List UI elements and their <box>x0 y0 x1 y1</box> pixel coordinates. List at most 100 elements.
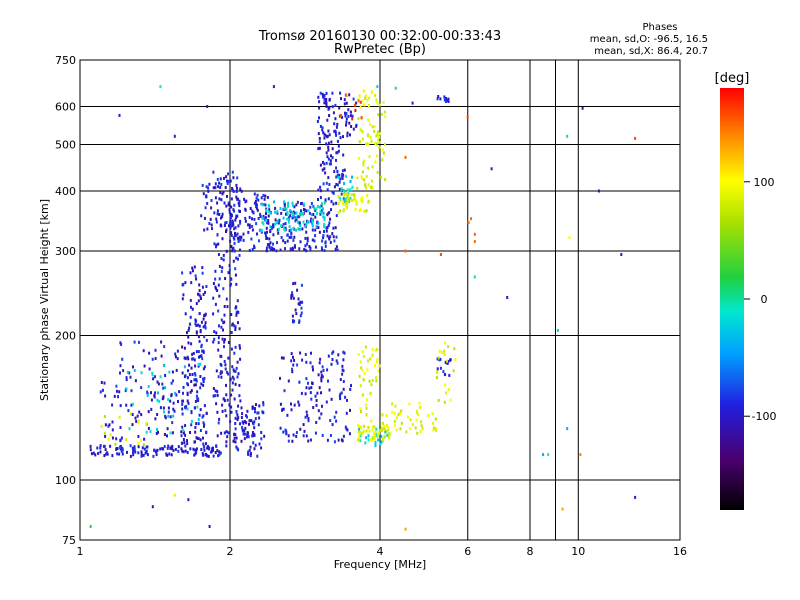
echo-point <box>304 236 307 240</box>
echo-point <box>244 426 247 430</box>
echo-point <box>146 445 149 449</box>
echo-point <box>286 211 289 214</box>
echo-point <box>309 391 312 395</box>
echo-point <box>195 447 198 451</box>
echo-point <box>323 218 326 222</box>
echo-point <box>251 434 254 438</box>
echo-point <box>202 317 205 321</box>
echo-point <box>318 106 321 110</box>
echo-point <box>222 321 225 325</box>
echo-point <box>313 239 316 243</box>
echo-point <box>336 170 339 173</box>
echo-point <box>206 227 209 231</box>
echo-point <box>362 161 365 165</box>
echo-point <box>437 356 440 360</box>
echo-point <box>294 281 297 285</box>
echo-point <box>146 390 149 394</box>
echo-point <box>253 420 256 424</box>
echo-point <box>119 447 122 451</box>
echo-point <box>200 343 203 347</box>
echo-point <box>154 391 157 395</box>
echo-point <box>181 371 184 375</box>
echo-point <box>233 432 236 436</box>
echo-point <box>320 211 323 215</box>
echo-point <box>260 437 263 441</box>
echo-point <box>193 378 196 382</box>
echo-point <box>198 289 201 293</box>
echo-point <box>362 393 364 397</box>
echo-point <box>133 340 136 344</box>
echo-point <box>169 399 172 403</box>
echo-point <box>286 217 289 221</box>
echo-point <box>203 424 205 428</box>
echo-point <box>328 114 331 117</box>
echo-point <box>337 195 340 199</box>
echo-point <box>226 305 229 309</box>
echo-point <box>349 110 352 114</box>
echo-point <box>239 187 242 191</box>
echo-point <box>416 431 419 435</box>
echo-point <box>213 337 216 341</box>
echo-point <box>293 403 296 407</box>
echo-point <box>228 268 231 272</box>
echo-point <box>236 186 238 190</box>
echo-point <box>467 220 470 224</box>
echo-point <box>345 112 348 115</box>
echo-point <box>445 97 448 100</box>
echo-point <box>234 231 236 235</box>
echo-point <box>216 449 219 453</box>
echo-point <box>345 120 348 124</box>
echo-point <box>232 368 235 372</box>
echo-point <box>274 222 277 226</box>
echo-point <box>229 283 232 287</box>
echo-point <box>239 357 242 361</box>
echo-point <box>277 231 280 235</box>
echo-point <box>219 223 222 227</box>
echo-point <box>276 210 279 214</box>
echo-point <box>137 421 140 425</box>
echo-point <box>334 247 337 251</box>
colorbar-scale <box>720 88 744 510</box>
echo-point <box>375 348 378 352</box>
echo-point <box>366 194 369 197</box>
echo-point <box>391 402 394 406</box>
echo-point <box>218 417 221 421</box>
echo-point <box>291 212 294 216</box>
echo-point <box>220 325 223 329</box>
echo-point <box>193 453 196 457</box>
echo-point <box>235 183 238 187</box>
echo-point <box>258 442 261 446</box>
echo-point <box>400 421 403 425</box>
echo-point <box>274 206 277 210</box>
echo-point <box>230 197 233 201</box>
echo-point <box>304 392 307 396</box>
echo-point <box>197 335 200 339</box>
echo-point <box>363 89 366 93</box>
echo-point <box>197 292 199 296</box>
echo-point <box>247 223 250 227</box>
echo-point <box>235 313 238 317</box>
echo-point <box>300 311 303 315</box>
echo-point <box>138 410 141 414</box>
echo-point <box>220 270 223 273</box>
echo-point <box>374 441 377 444</box>
echo-point <box>196 405 199 409</box>
echo-point <box>373 125 376 129</box>
echo-point <box>224 186 227 189</box>
echo-point <box>331 358 334 361</box>
echo-point <box>316 119 319 123</box>
echo-point <box>377 369 380 373</box>
echo-point <box>167 444 170 448</box>
echo-point <box>215 444 218 448</box>
echo-point <box>288 229 291 233</box>
echo-point <box>331 190 334 194</box>
echo-point <box>310 213 313 217</box>
echo-point <box>307 209 310 213</box>
echo-point <box>345 427 348 431</box>
echo-point <box>305 386 308 390</box>
echo-point <box>314 228 317 232</box>
echo-point <box>309 205 312 209</box>
echo-point <box>345 411 348 415</box>
echo-point <box>381 413 384 417</box>
echo-point <box>292 296 295 300</box>
